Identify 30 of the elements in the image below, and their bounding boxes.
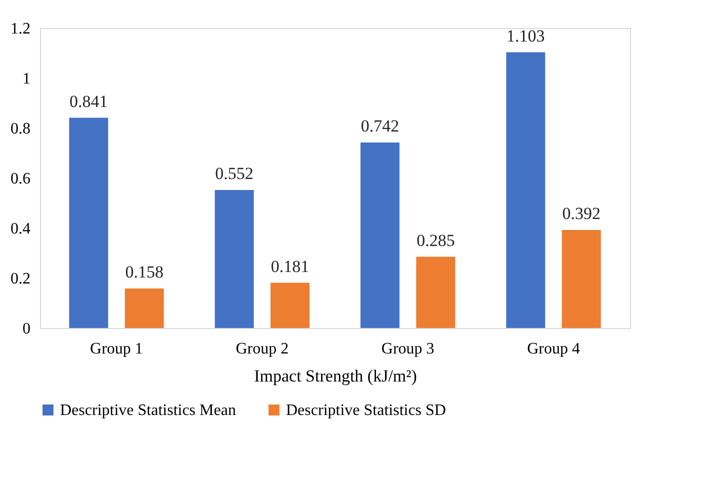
bar xyxy=(214,190,254,328)
data-label: 0.841 xyxy=(70,92,108,111)
y-tick-label: 0.4 xyxy=(10,220,30,238)
x-tick-label: Group 4 xyxy=(527,340,580,358)
data-label: 0.285 xyxy=(416,230,455,250)
bar xyxy=(270,282,310,328)
x-tick-label: Group 1 xyxy=(90,340,143,358)
y-tick-label: 1.2 xyxy=(10,20,30,38)
data-label: 0.158 xyxy=(125,262,164,282)
bar xyxy=(360,142,400,328)
bar xyxy=(124,288,164,328)
bar xyxy=(562,230,601,328)
x-axis-title: Impact Strength (kJ/m²) xyxy=(254,366,417,386)
bar xyxy=(416,256,456,328)
y-tick-label: 0 xyxy=(22,320,30,338)
data-label: 0.181 xyxy=(270,256,310,276)
bar xyxy=(506,52,546,328)
legend-label: Descriptive Statistics SD xyxy=(286,402,446,419)
y-tick-label: 0.8 xyxy=(10,120,30,138)
data-label: 0.552 xyxy=(215,164,254,183)
legend-label: Descriptive Statistics Mean xyxy=(60,402,236,419)
y-tick-label: 0.2 xyxy=(10,270,30,288)
x-tick-label: Group 3 xyxy=(381,340,434,358)
data-label: 0.742 xyxy=(360,116,400,136)
x-tick-label: Group 2 xyxy=(236,340,289,358)
y-tick-label: 0.6 xyxy=(10,170,30,188)
y-tick-label: 1 xyxy=(22,70,30,88)
data-label: 1.103 xyxy=(506,26,545,46)
data-label: 0.392 xyxy=(562,204,600,223)
bar xyxy=(69,118,108,328)
